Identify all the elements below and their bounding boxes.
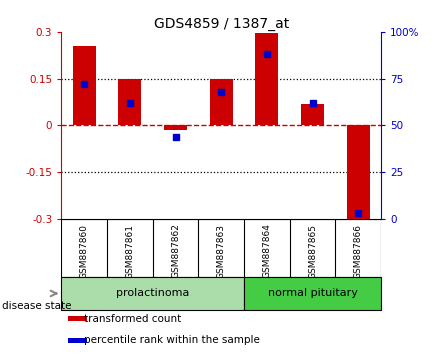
Bar — [210, 79, 233, 125]
Text: GSM887862: GSM887862 — [171, 224, 180, 279]
Text: percentile rank within the sample: percentile rank within the sample — [84, 335, 260, 345]
Bar — [118, 79, 141, 125]
Title: GDS4859 / 1387_at: GDS4859 / 1387_at — [154, 17, 289, 31]
Text: GSM887864: GSM887864 — [262, 224, 272, 279]
Bar — [164, 125, 187, 130]
Bar — [347, 125, 370, 221]
Bar — [255, 33, 278, 125]
Text: normal pituitary: normal pituitary — [268, 289, 357, 298]
Bar — [301, 104, 324, 125]
Text: GSM887865: GSM887865 — [308, 224, 317, 279]
Bar — [73, 46, 95, 125]
Text: GSM887863: GSM887863 — [217, 224, 226, 279]
Bar — [61, 278, 244, 309]
Text: GSM887860: GSM887860 — [80, 224, 88, 279]
Text: disease state: disease state — [2, 301, 72, 311]
Text: prolactinoma: prolactinoma — [116, 289, 189, 298]
Text: GSM887861: GSM887861 — [125, 224, 134, 279]
Bar — [68, 316, 87, 321]
Text: transformed count: transformed count — [84, 314, 181, 324]
Bar — [68, 338, 87, 343]
Bar — [244, 278, 381, 309]
Text: GSM887866: GSM887866 — [354, 224, 363, 279]
